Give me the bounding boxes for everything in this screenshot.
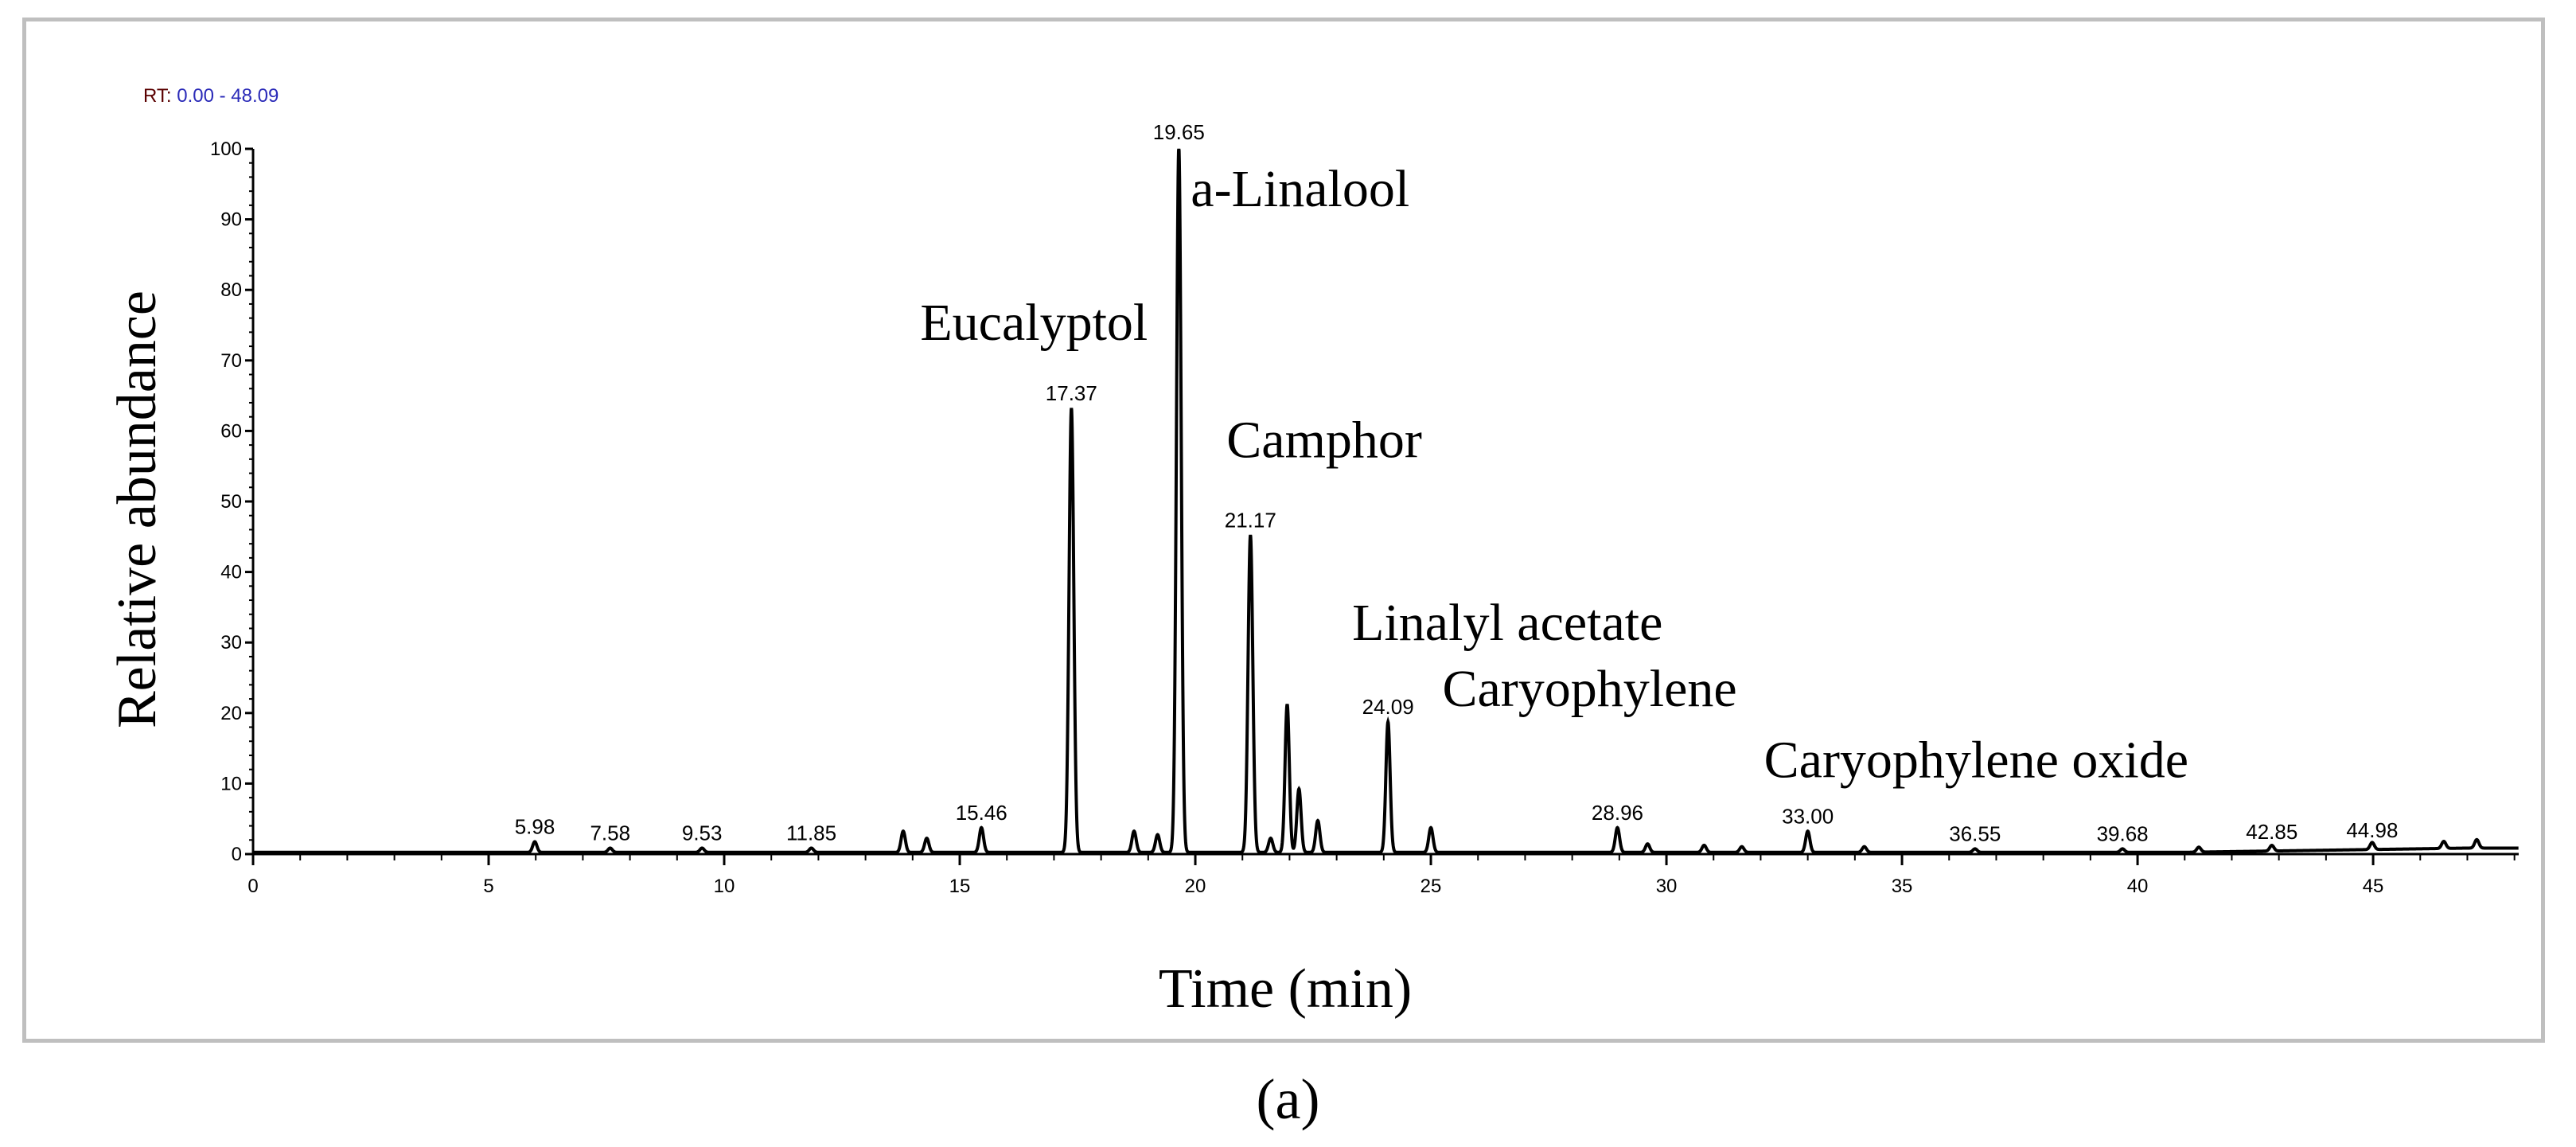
peak-rt-label: 28.96 [1592, 801, 1643, 825]
peak-rt-label: 17.37 [1046, 381, 1097, 405]
x-axis-title: Time (min) [1159, 958, 1412, 1020]
compound-label: Camphor [1226, 411, 1422, 469]
peak-rt-label: 5.98 [515, 815, 555, 839]
y-tick-label: 50 [220, 491, 242, 513]
y-tick-label: 80 [220, 279, 242, 301]
peak-rt-label: 11.85 [786, 821, 836, 845]
peak-rt-label: 24.09 [1362, 695, 1414, 719]
peak-rt-label: 39.68 [2097, 822, 2149, 846]
peak-rt-label: 36.55 [1949, 822, 2001, 846]
figure-caption: (a) [1256, 1067, 1320, 1131]
plot-area: 0 5 10 15 20 25 30 35 40 45 0 10 20 30 40 50 60 70 80 90 10… [210, 120, 2519, 897]
peak-rt-label: 15.46 [956, 801, 1007, 825]
compound-label: Caryophylene [1442, 660, 1736, 718]
x-tick-label: 0 [247, 876, 258, 897]
x-tick-label: 20 [1185, 876, 1206, 897]
x-tick-label: 10 [714, 876, 735, 897]
y-tick-label: 90 [220, 209, 242, 231]
y-axis-ticks: 0 10 20 30 40 50 60 70 80 90 100 [210, 138, 253, 865]
compound-labels: Eucalyptol a-Linalool Camphor Linalyl aceta… [920, 160, 2188, 789]
y-tick-label: 10 [220, 773, 242, 794]
y-tick-label: 60 [220, 420, 242, 442]
x-tick-label: 45 [2363, 876, 2384, 897]
figure-frame [22, 18, 2545, 1043]
compound-label: a-Linalool [1191, 160, 1409, 218]
y-tick-label: 40 [220, 562, 242, 583]
y-tick-label: 20 [220, 703, 242, 724]
x-tick-label: 5 [483, 876, 493, 897]
x-tick-label: 25 [1421, 876, 1442, 897]
x-tick-label: 40 [2127, 876, 2149, 897]
x-tick-label: 35 [1892, 876, 1913, 897]
peak-labels: 5.98 7.58 9.53 11.85 15.46 17.37 19.65 21.17 24.… [515, 120, 2399, 846]
y-tick-label: 100 [210, 138, 242, 160]
x-tick-label: 30 [1656, 876, 1678, 897]
compound-label: Caryophylene oxide [1764, 731, 2188, 789]
chromatogram-trace [253, 148, 2519, 854]
chromatogram-chart: RT: 0.00 - 48.09 0 5 10 15 20 25 30 35 40 45 0 10 2… [107, 85, 2519, 1020]
peak-rt-label: 9.53 [682, 821, 723, 845]
compound-label: Eucalyptol [920, 294, 1148, 352]
peak-rt-label: 33.00 [1782, 804, 1834, 828]
peak-rt-label: 42.85 [2246, 820, 2297, 844]
y-tick-label: 70 [220, 350, 242, 372]
y-tick-label: 0 [232, 844, 242, 865]
compound-label: Linalyl acetate [1352, 594, 1662, 652]
x-axis-ticks: 0 5 10 15 20 25 30 35 40 45 [247, 854, 2516, 897]
peak-rt-label: 19.65 [1153, 120, 1205, 144]
peak-rt-label: 44.98 [2346, 818, 2398, 842]
peak-rt-label: 21.17 [1225, 508, 1276, 532]
x-tick-label: 15 [949, 876, 971, 897]
rt-range-label: RT: 0.00 - 48.09 [143, 85, 279, 107]
peak-rt-label: 7.58 [590, 821, 630, 845]
y-axis-title: Relative abundance [107, 291, 168, 728]
y-tick-label: 30 [220, 632, 242, 653]
